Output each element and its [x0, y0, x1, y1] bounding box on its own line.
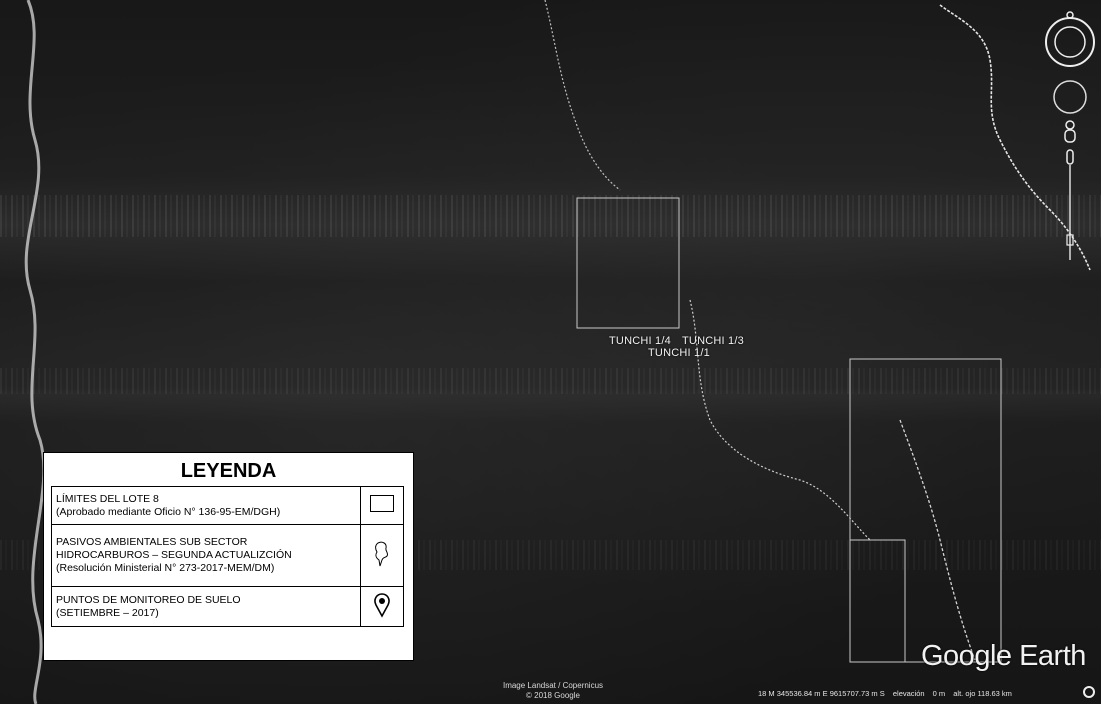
legend-table: LÍMITES DEL LOTE 8 (Aprobado mediante Of…	[51, 486, 404, 627]
imagery-band	[0, 368, 1101, 394]
rectangle-outline-icon	[370, 495, 394, 512]
google-earth-logo: Google Earth	[921, 640, 1086, 672]
legend-text: PUNTOS DE MONITOREO DE SUELO (SETIEMBRE …	[51, 586, 361, 627]
elevation-value: 0 m	[932, 689, 946, 698]
cursor-coordinates: 18 M 345536.84 m E 9615707.73 m S	[758, 689, 885, 698]
look-joystick[interactable]	[1045, 11, 1095, 67]
attribution-source: Image Landsat / Copernicus	[502, 681, 604, 690]
legend-line: (Aprobado mediante Oficio N° 136-95-EM/D…	[56, 505, 281, 518]
eye-altitude-icon	[1083, 686, 1095, 698]
legend-line: (Resolución Ministerial N° 273-2017-MEM/…	[56, 562, 275, 574]
tunchi-1-1-label: TUNCHI 1/1	[648, 347, 710, 359]
status-bar: 18 M 345536.84 m E 9615707.73 m S elevac…	[758, 689, 1018, 698]
legend-title: LEYENDA	[180, 460, 277, 482]
street-view-icon[interactable]	[1064, 120, 1076, 143]
legend-line: PUNTOS DE MONITOREO DE SUELO	[56, 593, 241, 606]
lote-boundary-north	[576, 197, 680, 329]
imagery-attribution: Image Landsat / Copernicus © 2018 Google	[478, 681, 628, 701]
stream-lower-2	[899, 419, 976, 661]
stream-center	[544, 0, 621, 191]
eye-altitude: alt. ojo 118.63 km	[953, 689, 1012, 698]
map-marker-icon	[374, 592, 390, 618]
zoom-slider[interactable]	[1066, 149, 1074, 260]
navigation-controls	[1045, 11, 1095, 260]
move-joystick[interactable]	[1053, 80, 1087, 114]
stream-lower	[689, 299, 871, 541]
legend-text: PASIVOS AMBIENTALES SUB SECTOR HIDROCARB…	[51, 524, 361, 587]
elevation-label: elevación	[892, 689, 925, 698]
legend-symbol-cell	[360, 486, 404, 525]
legend-line: PASIVOS AMBIENTALES SUB SECTOR	[56, 536, 248, 548]
legend-row: PASIVOS AMBIENTALES SUB SECTOR HIDROCARB…	[51, 524, 404, 587]
legend-symbol-cell	[360, 524, 404, 587]
legend-line: HIDROCARBUROS – SEGUNDA ACTUALIZCIÓN	[56, 549, 292, 561]
river-left	[24, 0, 46, 704]
lote-boundary-south	[849, 358, 1002, 663]
tunchi-1-4-label: TUNCHI 1/4	[609, 335, 671, 347]
river-top-right	[939, 4, 1091, 271]
legend-box: LEYENDA LÍMITES DEL LOTE 8 (Aprobado med…	[43, 452, 414, 661]
legend-line: (SETIEMBRE – 2017)	[56, 606, 159, 619]
legend-row: PUNTOS DE MONITOREO DE SUELO (SETIEMBRE …	[51, 586, 404, 627]
legend-line: LÍMITES DEL LOTE 8	[56, 492, 159, 505]
legend-symbol-cell	[360, 586, 404, 627]
tunchi-1-3-label: TUNCHI 1/3	[682, 335, 744, 347]
lote-boundary-south-ext	[850, 539, 906, 662]
pushpin-icon	[375, 541, 389, 566]
legend-row: LÍMITES DEL LOTE 8 (Aprobado mediante Of…	[51, 486, 404, 525]
legend-text: LÍMITES DEL LOTE 8 (Aprobado mediante Of…	[51, 486, 361, 525]
imagery-band	[0, 195, 1101, 237]
attribution-copyright: © 2018 Google	[526, 691, 580, 700]
